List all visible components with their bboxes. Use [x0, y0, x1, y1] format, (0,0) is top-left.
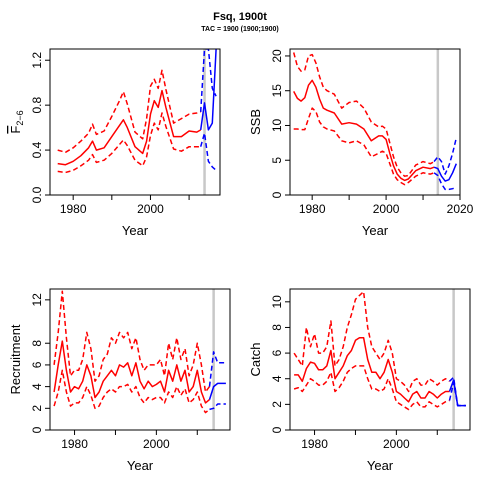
- recruitment-y-tick-label: 6: [30, 361, 44, 368]
- ssb-projection-mid-line: [433, 163, 457, 182]
- fbar-projection-mid-line: [199, 49, 217, 131]
- catch-frame: [289, 288, 471, 431]
- recruitment-x-tick-label: 2000: [143, 437, 170, 451]
- fbar-frame: [49, 48, 221, 196]
- ssb-y-axis-title: SSB: [248, 109, 263, 135]
- fbar-panel: 1980 2000 0.0 0.4 0.8 1.2 Year F2−6: [8, 48, 221, 238]
- recruitment-y-tick-label: 0: [30, 426, 44, 433]
- ssb-frame: [289, 48, 461, 196]
- recruitment-y-tick-label: 8: [30, 340, 44, 347]
- catch-y-axis-title: Catch: [248, 343, 263, 377]
- ssb-x-axis-title: Year: [362, 223, 389, 238]
- fbar-x-tick-label: 1980: [60, 202, 87, 216]
- fbar-y-tick-label: 0.0: [30, 186, 44, 203]
- recruitment-historical-upper-line: [53, 290, 211, 393]
- figure-subtitle: TAC = 1900 (1900;1900): [201, 26, 279, 33]
- catch-y-tick-label: 6: [270, 349, 284, 356]
- recruitment-x-tick-label: 1980: [61, 437, 88, 451]
- fbar-historical-upper-line: [57, 69, 201, 154]
- catch-y-tick-label: 0: [270, 426, 284, 433]
- fbar-x-axis-title: Year: [122, 223, 149, 238]
- catch-historical-mid-line: [294, 336, 450, 403]
- ssb-x-tick-label: 2000: [373, 202, 400, 216]
- recruitment-historical-mid-line: [53, 340, 210, 404]
- fbar-x-tick-label: 2000: [137, 202, 164, 216]
- recruitment-y-axis-title: Recruitment: [8, 324, 23, 394]
- fbar-historical-lower-line: [57, 112, 201, 174]
- fbar-y-tick-label: 0.4: [30, 141, 44, 158]
- recruitment-y-tick-label: 4: [30, 383, 44, 390]
- catch-x-tick-label: 2000: [383, 437, 410, 451]
- figure-title: Fsq, 1900t: [213, 11, 267, 23]
- ssb-historical-mid-line: [293, 79, 435, 182]
- fbar-plot-area: [57, 49, 217, 174]
- catch-plot-area: [293, 290, 466, 411]
- recruitment-projection-mid-line: [208, 382, 226, 400]
- fbar-historical-mid-line: [57, 89, 202, 166]
- recruitment-x-axis-title: Year: [127, 458, 154, 473]
- recruitment-plot-area: [53, 290, 226, 414]
- recruitment-historical-lower-line: [53, 369, 210, 414]
- fbar-projection-lower-line: [199, 132, 217, 171]
- ssb-y-tick-label: 20: [270, 49, 284, 63]
- recruitment-frame: [49, 288, 231, 431]
- catch-historical-upper-line: [293, 290, 450, 393]
- catch-panel: 1980 2000 0 2 4 6 8 10 Year Catch: [248, 288, 471, 473]
- catch-projection-mid-line: [448, 379, 466, 407]
- catch-y-tick-label: 4: [270, 375, 284, 382]
- ssb-projection-upper-line: [433, 137, 458, 175]
- ssb-panel: 1980 2000 2020 0 5 10 15 20 Year SSB: [248, 48, 474, 238]
- ssb-historical-lower-line: [293, 107, 435, 186]
- ssb-projection-lower-line: [433, 172, 457, 191]
- catch-y-tick-label: 2: [270, 401, 284, 408]
- ssb-x-tick-label: 2020: [447, 202, 474, 216]
- ssb-y-tick-label: 0: [270, 191, 284, 198]
- ssb-x-tick-label: 1980: [299, 202, 326, 216]
- fbar-y-tick-label: 0.8: [30, 96, 44, 113]
- recruitment-y-tick-label: 2: [30, 405, 44, 412]
- recruitment-y-tick-label: 12: [30, 293, 44, 307]
- catch-y-tick-label: 8: [270, 324, 284, 331]
- recruitment-projection-upper-line: [208, 351, 226, 387]
- fbar-projection-upper-line: [199, 49, 217, 112]
- ssb-y-tick-label: 5: [270, 157, 284, 164]
- catch-y-tick-label: 10: [270, 295, 284, 309]
- ssb-y-tick-label: 15: [270, 84, 284, 98]
- recruitment-projection-lower-line: [209, 403, 226, 411]
- catch-x-tick-label: 1980: [301, 437, 328, 451]
- ssb-historical-upper-line: [292, 52, 435, 177]
- catch-historical-lower-line: [293, 365, 450, 411]
- fbar-y-axis-title: F2−6: [8, 110, 25, 133]
- catch-x-axis-title: Year: [367, 458, 394, 473]
- ssb-y-tick-label: 10: [270, 118, 284, 132]
- ssb-plot-area: [292, 52, 458, 191]
- fbar-y-tick-label: 1.2: [30, 52, 44, 69]
- recruitment-panel: 1980 2000 0 2 4 6 8 12 Year Recruitment: [8, 288, 231, 473]
